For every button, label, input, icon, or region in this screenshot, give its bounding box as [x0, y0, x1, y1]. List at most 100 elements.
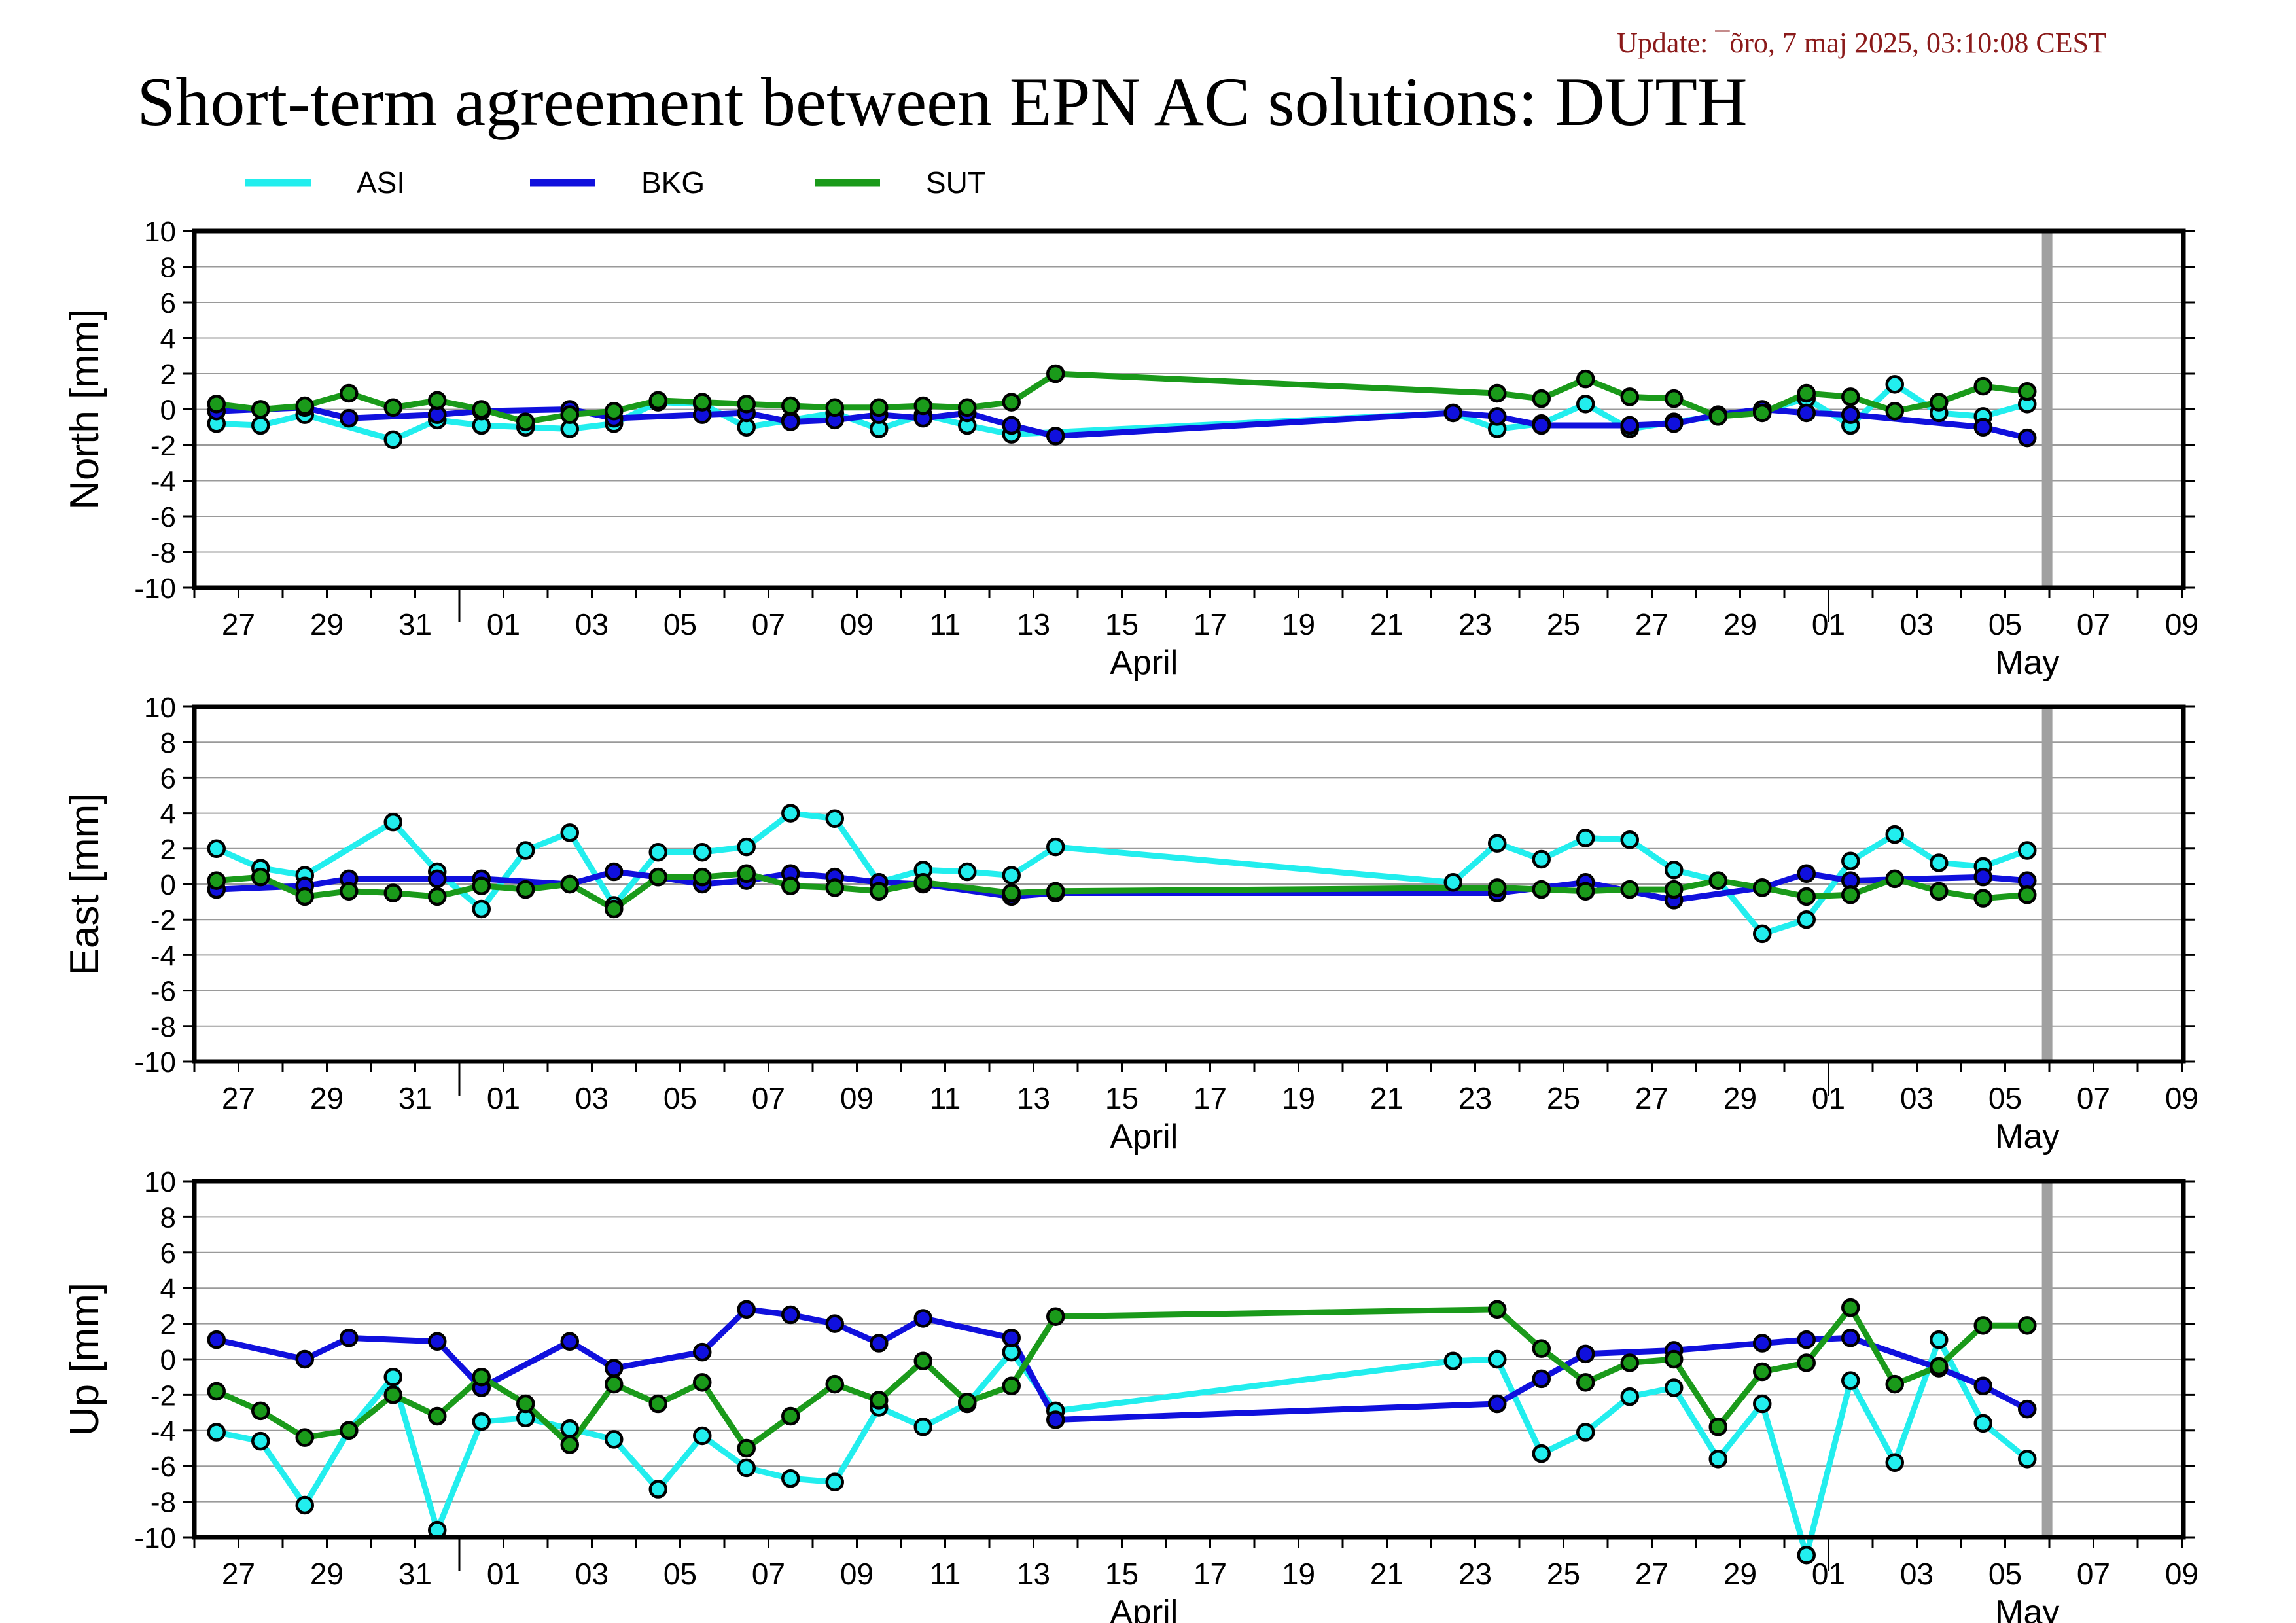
current-date-marker [2041, 231, 2053, 588]
data-point-bkg [605, 862, 624, 882]
data-point-sut [825, 1374, 844, 1394]
x-tick-label: 09 [2165, 1081, 2199, 1115]
y-tick-label: -8 [150, 1011, 176, 1043]
data-point-sut [605, 1374, 624, 1394]
data-point-bkg [1488, 407, 1507, 426]
data-point-bkg [1002, 416, 1021, 435]
y-tick-label: 6 [160, 287, 176, 319]
data-point-sut [913, 1351, 932, 1370]
data-point-bkg [1576, 1344, 1595, 1364]
data-point-asi [472, 1412, 491, 1431]
x-tick-label: 03 [1900, 607, 1934, 641]
data-point-bkg [1046, 1410, 1065, 1429]
data-point-asi [1532, 849, 1551, 869]
data-point-sut [1930, 393, 1949, 412]
data-point-bkg [1973, 867, 1992, 887]
y-tick-label: -6 [150, 501, 176, 533]
y-axis-label: East [mm] [62, 793, 107, 975]
data-point-sut [825, 398, 844, 418]
x-tick-label: 21 [1370, 607, 1404, 641]
data-point-asi [648, 842, 667, 862]
data-point-asi [605, 1430, 624, 1449]
x-tick-label: 29 [1723, 1557, 1757, 1591]
y-tick-label: 8 [160, 252, 176, 284]
data-point-sut [1046, 364, 1065, 383]
data-point-sut [1885, 401, 1904, 421]
data-point-bkg [693, 1342, 712, 1362]
data-point-bkg [428, 1332, 447, 1351]
y-tick-label: 0 [160, 395, 176, 427]
x-tick-label: 19 [1282, 1557, 1315, 1591]
data-point-sut [1002, 393, 1021, 412]
data-point-asi [251, 1431, 270, 1451]
x-tick-label: 17 [1193, 1081, 1227, 1115]
data-point-sut [870, 398, 889, 418]
data-point-sut [693, 867, 712, 887]
legend-label-sut: SUT [926, 166, 986, 200]
data-point-sut [1973, 376, 1992, 396]
data-point-bkg [1753, 1334, 1772, 1353]
data-point-bkg [1973, 418, 1992, 437]
x-tick-label: 15 [1105, 607, 1139, 641]
data-point-asi [207, 839, 226, 859]
data-point-bkg [1620, 416, 1639, 435]
data-point-sut [1841, 885, 1860, 904]
x-tick-label: 27 [1635, 1081, 1669, 1115]
data-point-bkg [1973, 1376, 1992, 1396]
data-point-bkg [207, 1330, 226, 1349]
x-tick-label: 13 [1017, 1081, 1050, 1115]
data-point-asi [1973, 1414, 1992, 1433]
data-point-sut [1488, 383, 1507, 403]
data-point-asi [1576, 1423, 1595, 1442]
data-point-sut [693, 1373, 712, 1392]
x-tick-label: 11 [930, 607, 961, 641]
x-tick-label: 15 [1105, 1557, 1139, 1591]
x-tick-label: 09 [840, 1081, 874, 1115]
data-point-sut [648, 1394, 667, 1414]
data-point-sut [383, 1385, 402, 1404]
data-point-asi [383, 812, 402, 832]
data-point-sut [693, 393, 712, 412]
y-tick-label: -2 [150, 904, 176, 936]
data-point-bkg [560, 1332, 579, 1351]
data-point-bkg [340, 1329, 359, 1347]
data-point-asi [825, 809, 844, 828]
data-point-sut [207, 871, 226, 890]
data-point-asi [207, 1423, 226, 1442]
data-point-sut [1973, 889, 1992, 908]
data-point-sut [295, 396, 314, 416]
x-tick-label: 03 [1900, 1557, 1934, 1591]
x-tick-label: 07 [2077, 1557, 2110, 1591]
data-point-sut [1930, 1357, 1949, 1376]
data-point-sut [1046, 1307, 1065, 1326]
x-tick-label: 21 [1370, 1557, 1404, 1591]
data-point-bkg [781, 1305, 800, 1325]
data-point-asi [2018, 841, 2037, 860]
data-point-asi [1532, 1444, 1551, 1463]
data-point-sut [2018, 1316, 2037, 1335]
x-tick-label: 21 [1370, 1081, 1404, 1115]
legend-label-asi: ASI [357, 166, 405, 200]
data-point-sut [1930, 882, 1949, 901]
data-point-sut [1665, 880, 1684, 899]
y-tick-label: 2 [160, 1309, 176, 1341]
x-tick-label: 13 [1017, 607, 1050, 641]
data-point-asi [560, 1419, 579, 1438]
plot-frame [192, 1179, 2186, 1540]
x-tick-label: 15 [1105, 1081, 1139, 1115]
data-point-sut [648, 867, 667, 887]
data-point-bkg [913, 1309, 932, 1328]
data-point-bkg [1532, 416, 1551, 435]
data-point-sut [428, 1406, 447, 1426]
data-point-sut [870, 1391, 889, 1410]
data-point-sut [1841, 387, 1860, 406]
x-tick-label: 23 [1458, 607, 1492, 641]
data-point-sut [428, 887, 447, 906]
data-point-asi [1443, 1351, 1462, 1370]
legend-label-bkg: BKG [641, 166, 705, 200]
data-point-sut [560, 405, 579, 424]
data-point-sut [1665, 1349, 1684, 1369]
data-point-sut [1665, 389, 1684, 408]
data-point-sut [737, 864, 756, 883]
